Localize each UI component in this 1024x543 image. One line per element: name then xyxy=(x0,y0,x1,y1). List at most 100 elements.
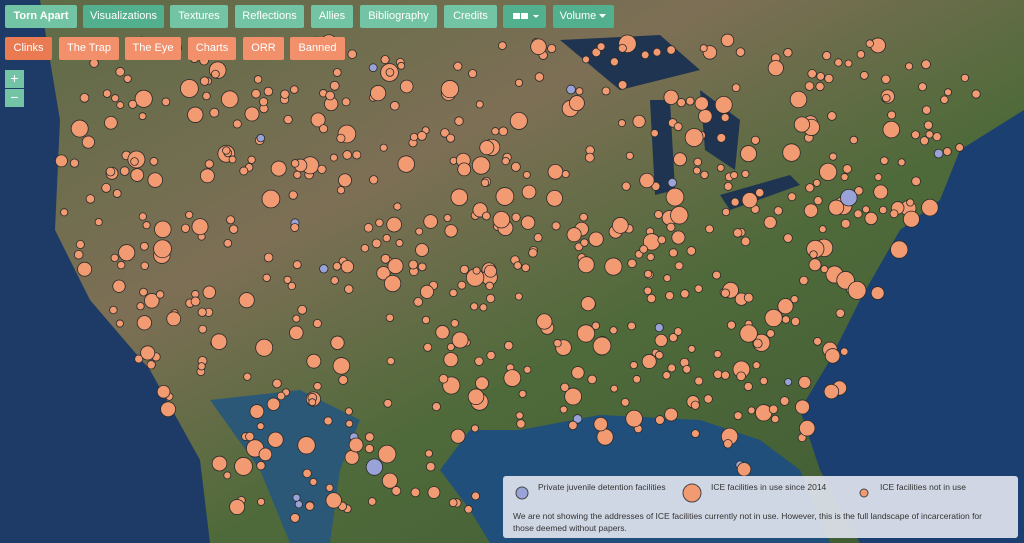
facility-marker[interactable] xyxy=(454,116,464,126)
facility-marker[interactable] xyxy=(155,290,165,299)
facility-marker[interactable] xyxy=(665,291,675,301)
facility-marker[interactable] xyxy=(297,304,308,315)
facility-marker[interactable] xyxy=(533,233,543,243)
facility-marker[interactable] xyxy=(862,205,870,214)
facility-marker[interactable] xyxy=(881,74,891,85)
facility-marker[interactable] xyxy=(798,375,812,389)
facility-marker[interactable] xyxy=(325,483,334,492)
facility-marker[interactable] xyxy=(777,298,794,315)
facility-marker[interactable] xyxy=(472,266,481,275)
tab-button[interactable]: The Eye xyxy=(125,37,181,60)
facility-marker[interactable] xyxy=(448,498,458,508)
facility-marker[interactable] xyxy=(457,162,472,177)
facility-marker[interactable] xyxy=(486,293,496,303)
facility-marker[interactable] xyxy=(705,224,714,234)
facility-marker[interactable] xyxy=(138,112,147,121)
facility-marker[interactable] xyxy=(856,50,866,59)
facility-marker[interactable] xyxy=(902,210,920,228)
facility-marker[interactable] xyxy=(69,158,80,168)
facility-marker[interactable] xyxy=(568,420,578,431)
facility-marker[interactable] xyxy=(385,68,395,77)
facility-marker[interactable] xyxy=(371,238,382,249)
facility-marker[interactable] xyxy=(918,82,927,92)
facility-marker[interactable] xyxy=(522,170,531,179)
facility-marker[interactable] xyxy=(823,383,840,400)
facility-marker[interactable] xyxy=(399,79,414,94)
facility-marker[interactable] xyxy=(393,202,402,211)
facility-marker[interactable] xyxy=(779,396,790,406)
facility-marker[interactable] xyxy=(592,336,612,356)
facility-marker[interactable] xyxy=(111,94,120,103)
facility-marker[interactable] xyxy=(815,81,825,92)
facility-marker[interactable] xyxy=(632,375,641,384)
facility-marker[interactable] xyxy=(136,302,145,311)
facility-marker[interactable] xyxy=(720,33,735,47)
facility-marker[interactable] xyxy=(54,154,68,168)
facility-marker[interactable] xyxy=(253,75,263,84)
facility-marker[interactable] xyxy=(387,258,404,275)
facility-marker[interactable] xyxy=(639,172,655,189)
facility-marker[interactable] xyxy=(342,150,352,160)
facility-marker[interactable] xyxy=(325,492,342,509)
facility-marker[interactable] xyxy=(824,73,834,84)
facility-marker[interactable] xyxy=(417,131,427,141)
facility-marker[interactable] xyxy=(617,43,627,53)
facility-marker[interactable] xyxy=(632,114,646,128)
facility-marker[interactable] xyxy=(546,189,563,207)
facility-marker[interactable] xyxy=(421,315,431,325)
facility-marker[interactable] xyxy=(668,248,678,258)
facility-marker[interactable] xyxy=(818,225,827,234)
facility-marker[interactable] xyxy=(521,263,531,273)
facility-marker[interactable] xyxy=(272,378,282,389)
facility-marker[interactable] xyxy=(882,120,901,139)
facility-marker[interactable] xyxy=(330,276,339,285)
facility-marker[interactable] xyxy=(464,505,473,514)
facility-marker[interactable] xyxy=(741,192,758,209)
facility-marker[interactable] xyxy=(890,240,909,259)
facility-marker[interactable] xyxy=(515,411,524,420)
facility-marker[interactable] xyxy=(310,112,326,128)
facility-marker[interactable] xyxy=(887,110,897,120)
facility-marker[interactable] xyxy=(582,55,590,64)
facility-marker[interactable] xyxy=(671,230,686,245)
facility-marker[interactable] xyxy=(258,447,273,462)
facility-marker[interactable] xyxy=(290,223,300,232)
facility-marker[interactable] xyxy=(763,215,777,229)
facility-marker[interactable] xyxy=(375,218,384,227)
facility-marker[interactable] xyxy=(369,175,379,185)
facility-marker[interactable] xyxy=(787,192,797,202)
facility-marker[interactable] xyxy=(338,375,349,385)
facility-marker[interactable] xyxy=(713,350,722,359)
facility-marker[interactable] xyxy=(209,107,220,118)
facility-marker[interactable] xyxy=(723,439,733,449)
facility-marker[interactable] xyxy=(383,398,393,408)
facility-marker[interactable] xyxy=(319,124,329,134)
facility-marker[interactable] xyxy=(292,314,301,323)
facility-marker[interactable] xyxy=(115,319,124,328)
facility-marker[interactable] xyxy=(415,243,429,257)
facility-marker[interactable] xyxy=(808,258,822,272)
facility-marker[interactable] xyxy=(77,261,93,277)
facility-marker[interactable] xyxy=(720,370,730,380)
facility-marker[interactable] xyxy=(492,210,511,229)
facility-marker[interactable] xyxy=(584,152,595,163)
facility-marker[interactable] xyxy=(668,333,678,343)
facility-marker[interactable] xyxy=(944,88,952,97)
facility-marker[interactable] xyxy=(118,244,136,262)
facility-marker[interactable] xyxy=(266,397,281,411)
facility-marker[interactable] xyxy=(138,212,147,221)
facility-marker[interactable] xyxy=(276,391,286,401)
facility-marker[interactable] xyxy=(263,86,274,97)
facility-marker[interactable] xyxy=(673,122,683,132)
facility-marker[interactable] xyxy=(933,148,944,159)
facility-marker[interactable] xyxy=(643,269,653,279)
facility-marker[interactable] xyxy=(140,261,149,270)
facility-marker[interactable] xyxy=(146,360,156,370)
facility-marker[interactable] xyxy=(190,296,201,307)
facility-marker[interactable] xyxy=(752,338,763,349)
facility-marker[interactable] xyxy=(960,73,970,83)
facility-marker[interactable] xyxy=(89,58,99,68)
facility-marker[interactable] xyxy=(501,156,510,166)
facility-marker[interactable] xyxy=(292,260,302,270)
facility-marker[interactable] xyxy=(498,126,509,137)
